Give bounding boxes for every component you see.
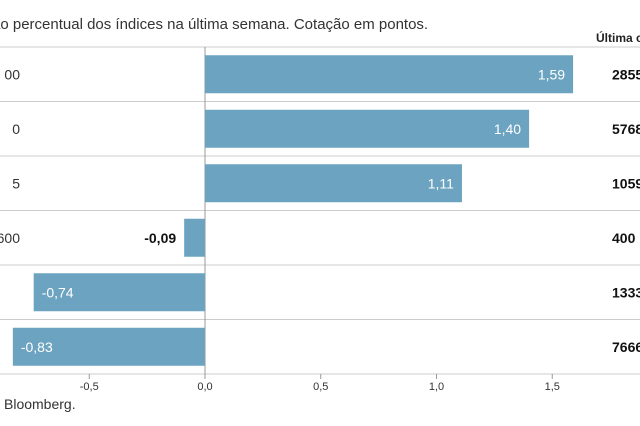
x-tick-label: -0,5 (80, 381, 99, 393)
value-label: 1,59 (538, 66, 565, 82)
last-quote-value: 13334 (612, 284, 640, 300)
bar (205, 164, 462, 203)
category-label: 5 (12, 175, 20, 191)
source-note: Bloomberg. (4, 396, 76, 412)
last-quote-value: 1059 (612, 175, 640, 191)
last-quote-value: 2855 (612, 66, 640, 82)
bar (205, 55, 574, 94)
value-label: 1,40 (494, 121, 521, 137)
x-tick-label: 0,5 (313, 381, 328, 393)
bar (12, 327, 206, 366)
bar (33, 273, 205, 312)
value-label: 1,11 (428, 175, 454, 191)
last-quote-value: 400 (612, 230, 636, 246)
x-tick-label: 1,0 (429, 381, 444, 393)
x-tick-label: 1,5 (545, 381, 560, 393)
category-label: 600 (0, 230, 20, 246)
value-label: -0,83 (21, 339, 53, 355)
category-label: 00 (4, 66, 20, 82)
last-quote-value: 7666 (612, 339, 640, 355)
value-label: -0,09 (144, 230, 176, 246)
category-label: 0 (12, 121, 20, 137)
last-quote-column-header: Última c (596, 31, 640, 45)
x-tick-label: 0,0 (197, 381, 212, 393)
bar (205, 109, 530, 148)
chart-subtitle: ão percentual dos índices na última sema… (0, 16, 429, 33)
last-quote-value: 5768 (612, 121, 640, 137)
bar (184, 218, 205, 257)
value-label: -0,74 (42, 284, 74, 300)
